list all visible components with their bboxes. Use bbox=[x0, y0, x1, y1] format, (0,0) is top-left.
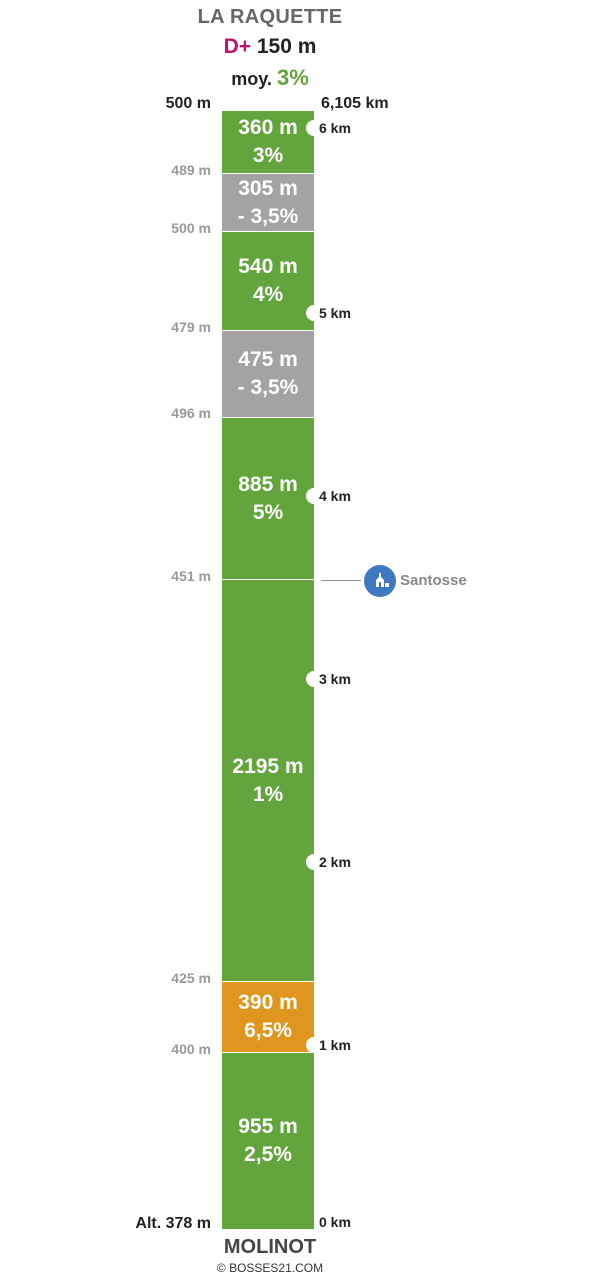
km-label: 3 km bbox=[319, 671, 351, 687]
km-notch bbox=[306, 854, 322, 870]
segment-length: 885 m bbox=[238, 472, 298, 496]
altitude-label: 425 m bbox=[171, 970, 211, 986]
avg-value: 3% bbox=[276, 65, 309, 90]
altitude-label: 400 m bbox=[171, 1041, 211, 1057]
km-label: 4 km bbox=[319, 488, 351, 504]
segment-grade: - 3,5% bbox=[237, 376, 299, 399]
total-distance: 6,105 km bbox=[321, 95, 389, 112]
altitude-label: 451 m bbox=[171, 568, 211, 584]
km-label: 5 km bbox=[319, 305, 351, 321]
km-notch bbox=[306, 1037, 322, 1053]
km-notch bbox=[306, 671, 322, 687]
segment-length: 540 m bbox=[238, 255, 298, 278]
segment-grade: 2,5% bbox=[244, 1143, 292, 1166]
segment-grade: 1% bbox=[252, 782, 284, 806]
segment-7: 390 m 6,5% bbox=[222, 982, 314, 1052]
poi-leader-line bbox=[321, 580, 361, 581]
km-notch bbox=[306, 305, 322, 321]
km-label: 1 km bbox=[319, 1037, 351, 1053]
altitude-label: 489 m bbox=[171, 162, 211, 178]
segment-8: 955 m 2,5% bbox=[222, 1053, 314, 1229]
altitude-label: 496 m bbox=[171, 405, 211, 421]
km-notch bbox=[306, 120, 322, 136]
segment-2: 305 m - 3,5% bbox=[222, 174, 314, 231]
average-grade: moy. 3% bbox=[0, 65, 540, 91]
segment-grade: 3% bbox=[252, 144, 284, 167]
segment-3: 540 m 4% bbox=[222, 232, 314, 330]
segment-length: 475 m bbox=[238, 348, 298, 371]
climb-name: LA RAQUETTE bbox=[197, 6, 343, 28]
gain-prefix: D+ bbox=[223, 35, 252, 58]
km-label: 6 km bbox=[319, 120, 351, 136]
summit-altitude: 500 m bbox=[165, 95, 211, 112]
start-altitude: Alt. 378 m bbox=[135, 1215, 211, 1232]
start-name: MOLINOT bbox=[223, 1236, 317, 1258]
segment-grade: 5% bbox=[252, 500, 284, 524]
elevation-gain: D+ 150 m bbox=[0, 35, 540, 59]
poi-label: Santosse bbox=[400, 572, 467, 589]
church-icon bbox=[364, 565, 396, 597]
altitude-label: 479 m bbox=[171, 319, 211, 335]
segment-length: 360 m bbox=[238, 116, 298, 139]
segment-grade: 6,5% bbox=[244, 1019, 292, 1042]
km-notch bbox=[306, 488, 322, 504]
avg-prefix: moy. bbox=[231, 69, 272, 89]
segment-1: 360 m 3% bbox=[222, 111, 314, 173]
segment-6: 2195 m 1% bbox=[222, 580, 314, 981]
segment-length: 2195 m bbox=[232, 754, 304, 778]
km-label: 2 km bbox=[319, 854, 351, 870]
altitude-label: 500 m bbox=[171, 220, 211, 236]
segment-grade: 4% bbox=[252, 283, 284, 306]
gain-value: 150 m bbox=[256, 35, 317, 58]
segment-5: 885 m 5% bbox=[222, 418, 314, 579]
segment-4: 475 m - 3,5% bbox=[222, 331, 314, 417]
segment-length: 955 m bbox=[238, 1115, 298, 1138]
credit: © BOSSES21.COM bbox=[216, 1261, 324, 1275]
segment-length: 305 m bbox=[238, 176, 298, 200]
km-label: 0 km bbox=[319, 1214, 351, 1230]
segment-length: 390 m bbox=[238, 991, 298, 1014]
segment-grade: - 3,5% bbox=[237, 204, 299, 228]
